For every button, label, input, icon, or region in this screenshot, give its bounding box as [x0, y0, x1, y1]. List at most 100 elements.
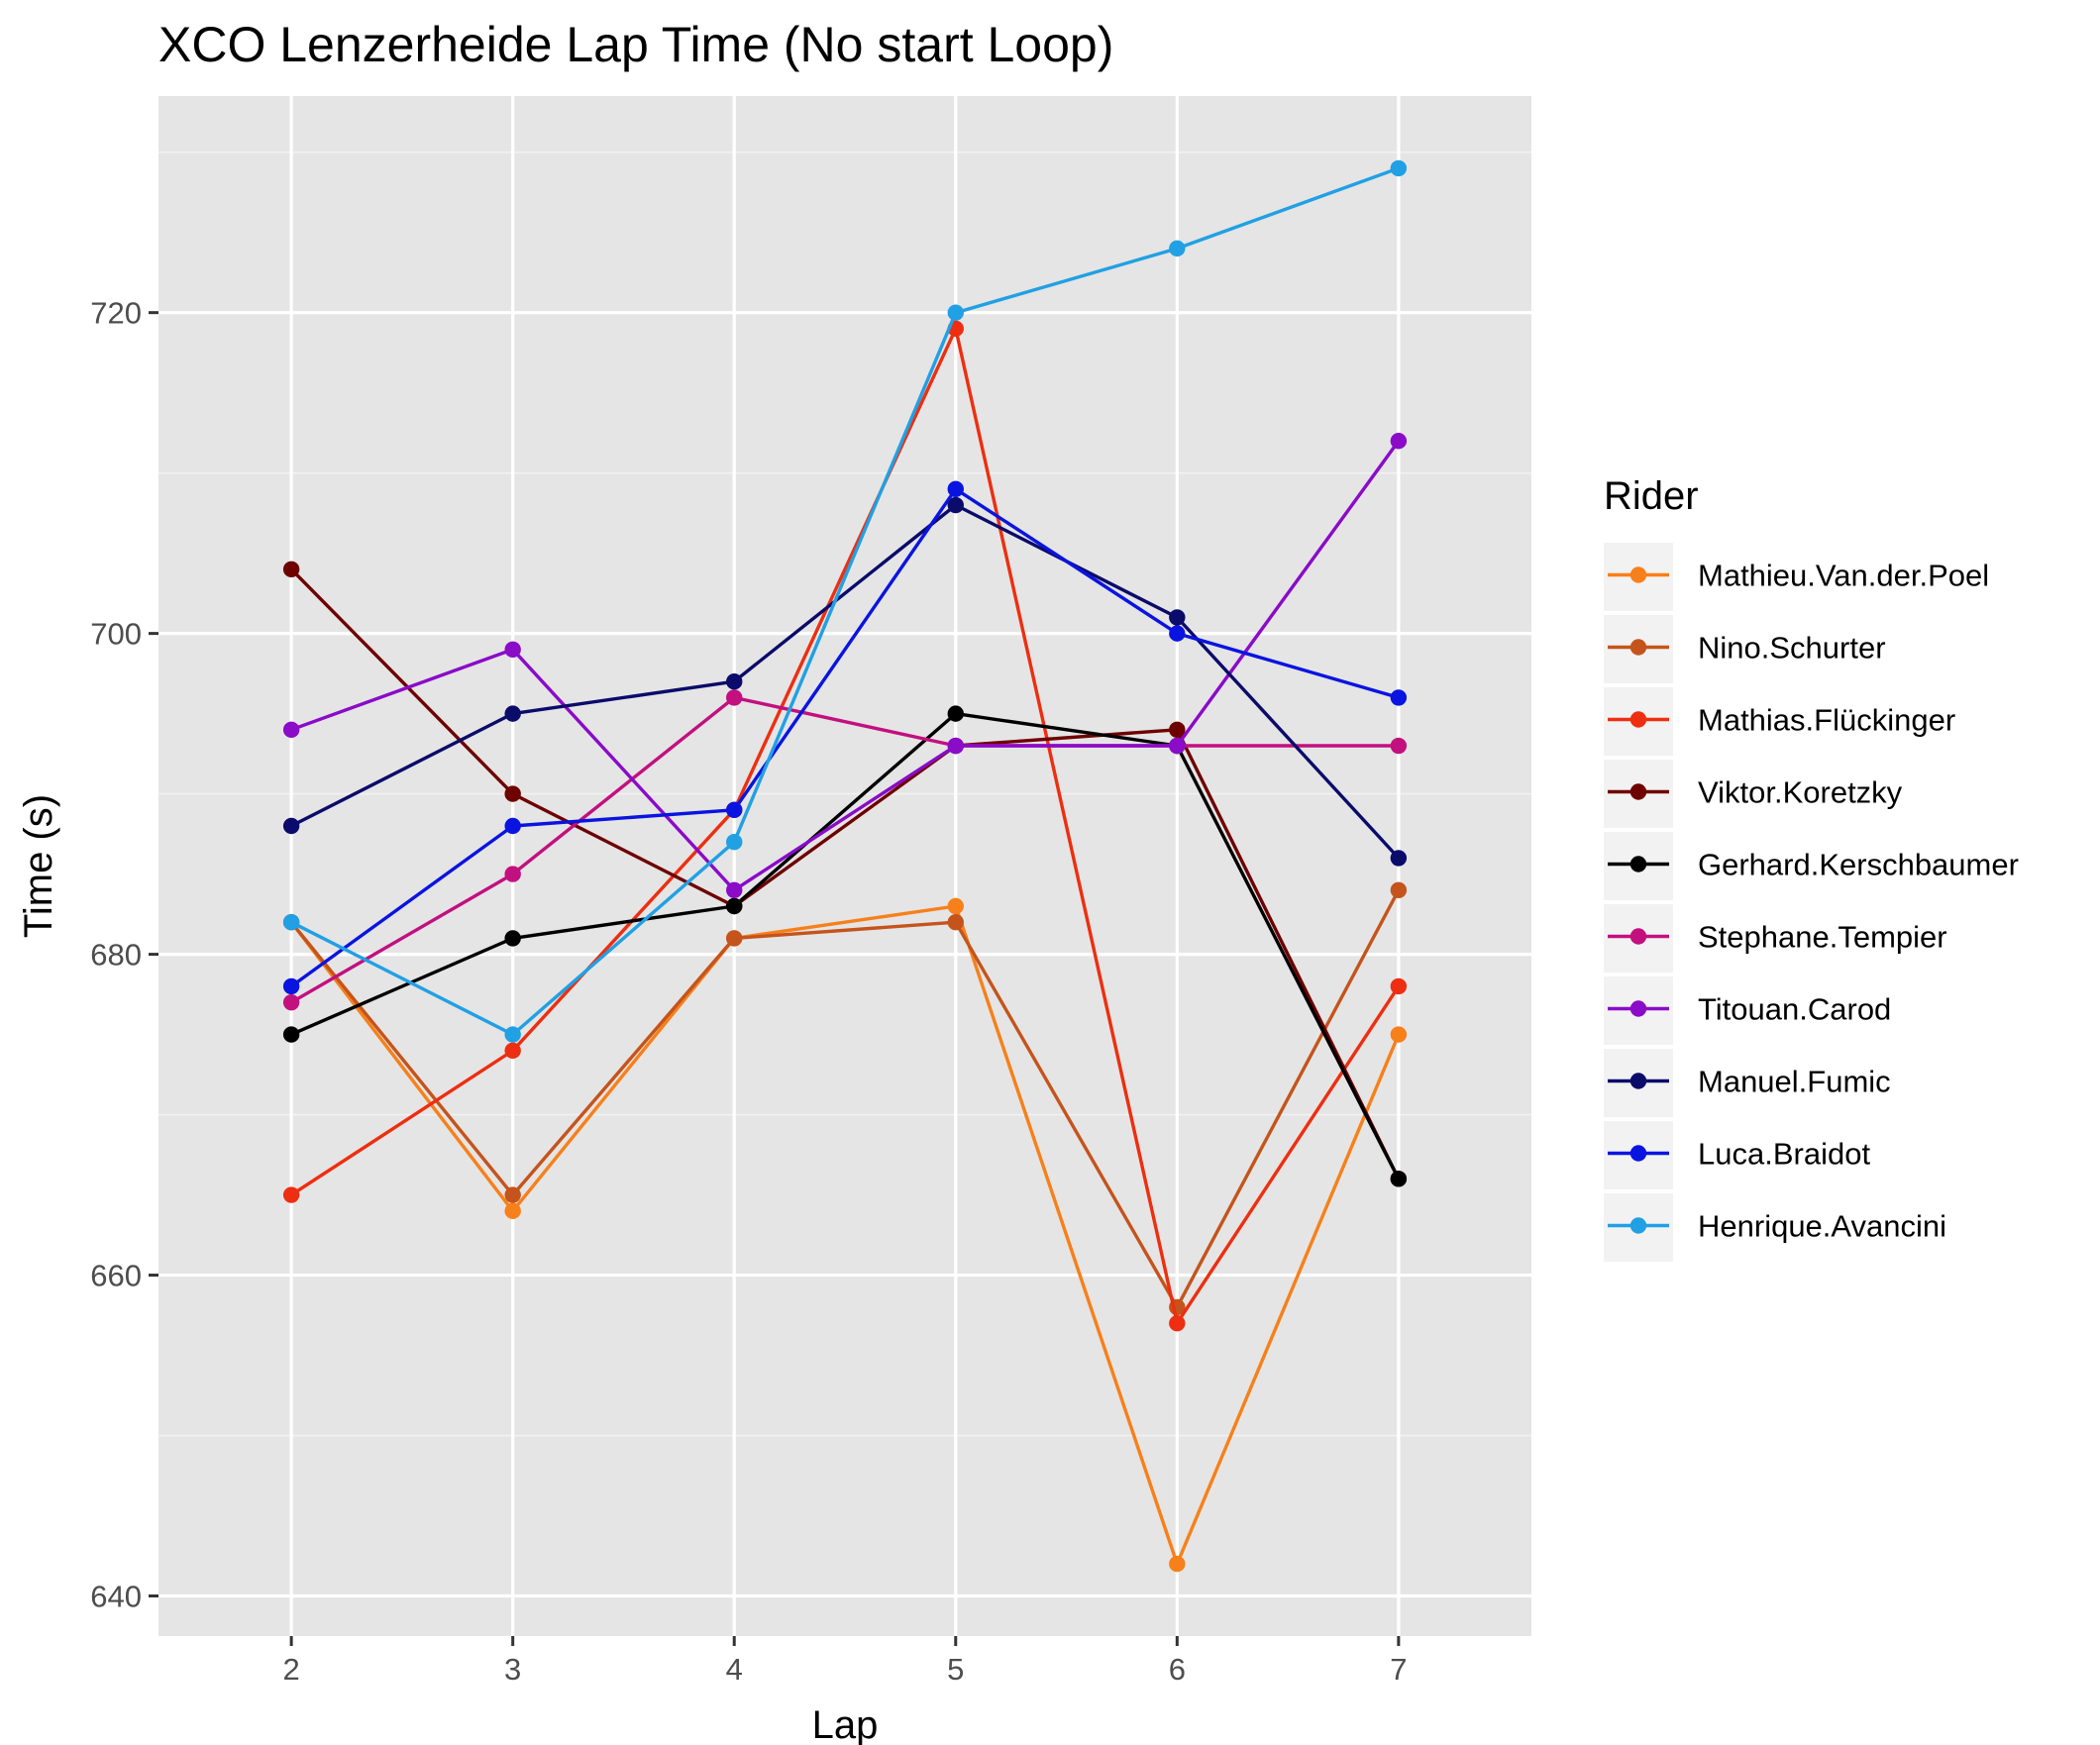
data-point	[1390, 159, 1408, 177]
y-tick-label: 680	[90, 938, 142, 973]
data-point	[504, 1186, 521, 1203]
legend-label: Viktor.Koretzky	[1698, 775, 1903, 810]
legend-title: Rider	[1604, 474, 1699, 518]
legend-item: Mathieu.Van.der.Poel	[1604, 543, 1989, 611]
data-point	[1390, 881, 1408, 898]
data-point	[726, 930, 743, 947]
legend-key-point	[1629, 639, 1647, 656]
x-tick-label: 2	[283, 1652, 300, 1687]
data-point	[1390, 1171, 1408, 1187]
legend-label: Titouan.Carod	[1698, 992, 1891, 1027]
legend-label: Stephane.Tempier	[1698, 920, 1947, 955]
data-point	[282, 1186, 300, 1203]
data-point	[1390, 737, 1408, 755]
series-layer	[282, 159, 1408, 1573]
x-tick-label: 3	[504, 1652, 521, 1687]
legend-key-point	[1629, 928, 1647, 945]
data-point	[282, 977, 300, 995]
data-point	[1390, 689, 1408, 706]
data-point	[504, 930, 521, 947]
legend-item: Manuel.Fumic	[1604, 1049, 1891, 1117]
data-point	[504, 641, 521, 659]
x-tick-label: 5	[947, 1652, 964, 1687]
data-point	[1169, 1314, 1186, 1332]
series-mathias-fl-ckinger	[282, 320, 1408, 1332]
data-point	[282, 721, 300, 739]
data-point	[504, 1026, 521, 1043]
y-tick-label: 640	[90, 1580, 142, 1614]
plot-panel	[158, 96, 1531, 1636]
series-line	[289, 904, 1401, 1566]
series-line	[289, 889, 1401, 1309]
legend-item: Stephane.Tempier	[1604, 904, 1947, 973]
data-point	[947, 496, 964, 514]
data-point	[504, 1202, 521, 1219]
data-point	[947, 897, 964, 915]
legend-label: Mathias.Flückinger	[1698, 703, 1955, 738]
legend-key-point	[1629, 856, 1647, 872]
data-point	[282, 561, 300, 578]
data-point	[947, 480, 964, 498]
legend-item: Luca.Braidot	[1604, 1121, 1870, 1189]
series-line	[290, 440, 1401, 892]
legend-label: Gerhard.Kerschbaumer	[1698, 848, 2019, 882]
data-point	[282, 1026, 300, 1043]
data-point	[1390, 433, 1408, 450]
y-tick-label: 720	[90, 296, 142, 331]
legend-item: Mathias.Flückinger	[1604, 687, 1955, 756]
legend-label: Mathieu.Van.der.Poel	[1698, 559, 1989, 593]
data-point	[282, 913, 300, 931]
legend-key-point	[1629, 566, 1647, 583]
data-point	[947, 737, 964, 755]
data-point	[1390, 850, 1408, 867]
legend-label: Manuel.Fumic	[1698, 1065, 1891, 1099]
data-point	[1169, 240, 1186, 257]
series-henrique-avancini	[282, 159, 1408, 1043]
data-point	[504, 817, 521, 835]
series-luca-braidot	[282, 480, 1408, 995]
series-line	[290, 166, 1400, 1037]
legend-key-point	[1629, 711, 1647, 728]
legend-item: Viktor.Koretzky	[1604, 760, 1903, 828]
series-line	[290, 327, 1401, 1325]
data-point	[1169, 737, 1186, 755]
legend-key-point	[1629, 1000, 1647, 1017]
data-point	[1169, 609, 1186, 626]
legend-item: Titouan.Carod	[1604, 976, 1891, 1045]
legend-item: Gerhard.Kerschbaumer	[1604, 832, 2019, 900]
data-point	[726, 801, 743, 819]
series-line	[289, 567, 1401, 1180]
legend-label: Luca.Braidot	[1698, 1137, 1870, 1172]
major-gridlines	[158, 96, 1531, 1636]
legend-key-point	[1629, 783, 1647, 800]
series-line	[290, 503, 1401, 860]
chart-title: XCO Lenzerheide Lap Time (No start Loop)	[158, 17, 1113, 72]
legend-key-point	[1629, 1073, 1647, 1089]
legend: Rider Mathieu.Van.der.Poel Nino.Schurter M…	[1604, 474, 2019, 1262]
series-line	[290, 695, 1399, 1004]
data-point	[282, 817, 300, 835]
data-point	[726, 881, 743, 898]
data-point	[726, 689, 743, 706]
y-axis-title: Time (s)	[17, 794, 60, 938]
data-point	[504, 1042, 521, 1059]
series-manuel-fumic	[282, 496, 1408, 867]
legend-label: Nino.Schurter	[1698, 631, 1886, 666]
legend-label: Henrique.Avancini	[1698, 1209, 1946, 1244]
x-tick-label: 7	[1390, 1652, 1407, 1687]
data-point	[947, 304, 964, 321]
series-line	[290, 711, 1401, 1180]
data-point	[1169, 721, 1186, 739]
data-point	[504, 785, 521, 802]
axes-layer: 640 660 680 700 720 2 3 4 5 6 7	[90, 296, 1407, 1687]
data-point	[726, 673, 743, 690]
x-axis-title: Lap	[812, 1703, 879, 1745]
data-point	[504, 866, 521, 882]
x-tick-label: 4	[726, 1652, 743, 1687]
data-point	[1390, 1026, 1408, 1043]
data-point	[1169, 1555, 1186, 1573]
data-point	[504, 705, 521, 722]
data-point	[1169, 625, 1186, 642]
